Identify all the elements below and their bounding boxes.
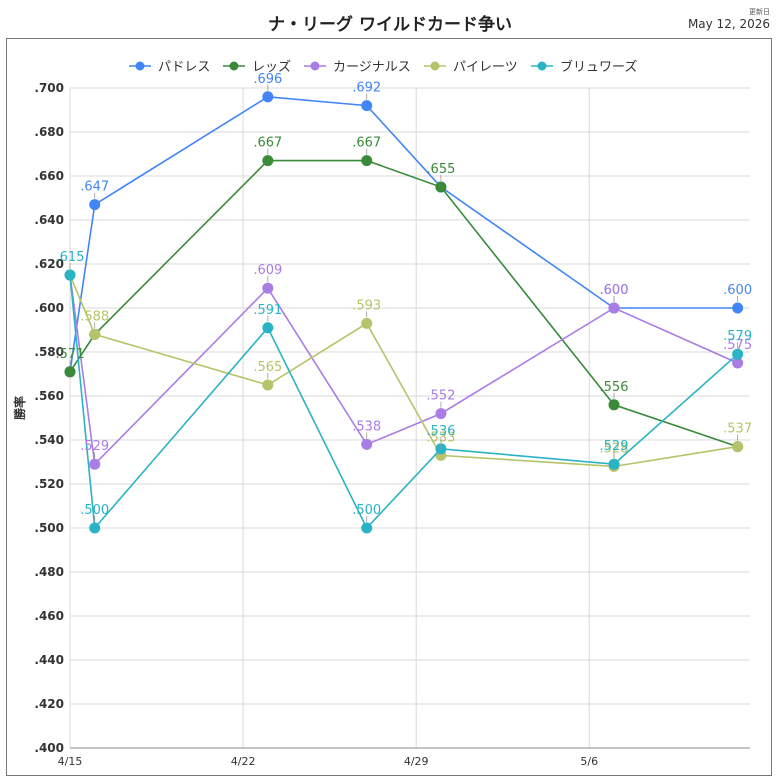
data-label: .579 bbox=[723, 329, 752, 344]
data-point bbox=[89, 458, 101, 470]
data-point bbox=[361, 155, 373, 167]
series-line bbox=[69, 274, 739, 530]
data-label: .600 bbox=[723, 283, 752, 298]
updated-info: 更新日 May 12, 2026 bbox=[688, 8, 770, 31]
legend-label: ブリュワーズ bbox=[560, 59, 637, 75]
data-label: .647 bbox=[80, 180, 109, 195]
data-label: .591 bbox=[253, 303, 282, 318]
data-point bbox=[262, 322, 274, 334]
data-point bbox=[262, 155, 274, 167]
data-point bbox=[608, 302, 620, 314]
series-line bbox=[69, 274, 738, 466]
y-tick-label: .500 bbox=[34, 521, 64, 535]
data-point bbox=[608, 458, 620, 470]
data-point bbox=[361, 100, 373, 112]
data-label: .696 bbox=[253, 72, 282, 87]
data-label: .593 bbox=[352, 298, 381, 313]
series-line bbox=[69, 95, 738, 372]
y-tick-label: .560 bbox=[34, 389, 64, 403]
data-label: .565 bbox=[253, 360, 282, 375]
data-point bbox=[361, 438, 373, 450]
data-label: .556 bbox=[600, 380, 629, 395]
y-axis-ticks: .700 .680 .660 .640 .620 .600 .580 .560 .540 .520… bbox=[34, 81, 64, 755]
updated-label: 更新日 bbox=[749, 8, 770, 16]
data-point bbox=[64, 366, 76, 378]
y-tick-label: .700 bbox=[34, 81, 64, 95]
data-label: .500 bbox=[352, 503, 381, 518]
data-label: .571 bbox=[56, 347, 85, 362]
series-group bbox=[64, 91, 744, 534]
data-label: .615 bbox=[56, 250, 85, 265]
y-tick-label: .600 bbox=[34, 301, 64, 315]
x-tick-label: 5/6 bbox=[580, 755, 598, 768]
y-tick-label: .620 bbox=[34, 257, 64, 271]
legend: パドレス レッズ カージナルス パイレーツ ブリュワーズ bbox=[129, 59, 637, 75]
chart-title: ナ・リーグ ワイルドカード争い bbox=[268, 15, 512, 35]
y-tick-label: .480 bbox=[34, 565, 64, 579]
data-point bbox=[262, 379, 274, 391]
legend-marker bbox=[229, 61, 239, 71]
data-label: .529 bbox=[80, 439, 109, 454]
data-label: .609 bbox=[253, 263, 282, 278]
data-point bbox=[89, 199, 101, 211]
x-tick-label: 4/15 bbox=[58, 755, 83, 768]
data-label: .600 bbox=[600, 283, 629, 298]
series-line bbox=[69, 159, 738, 448]
data-point bbox=[89, 328, 101, 340]
y-tick-label: .440 bbox=[34, 653, 64, 667]
data-point bbox=[435, 181, 447, 193]
data-point bbox=[64, 269, 76, 281]
data-point bbox=[361, 317, 373, 329]
data-label: .552 bbox=[426, 389, 455, 404]
data-label: .655 bbox=[426, 162, 455, 177]
data-label: .667 bbox=[253, 136, 282, 151]
data-label: .529 bbox=[600, 439, 629, 454]
y-tick-label: .420 bbox=[34, 697, 64, 711]
legend-marker bbox=[537, 61, 547, 71]
data-label: .537 bbox=[723, 422, 752, 437]
data-point bbox=[262, 91, 274, 103]
legend-label: レッズ bbox=[252, 59, 291, 75]
data-label: .538 bbox=[352, 419, 381, 434]
data-point bbox=[732, 302, 744, 314]
data-label: .500 bbox=[80, 503, 109, 518]
legend-label: パイレーツ bbox=[453, 60, 518, 75]
data-label: .667 bbox=[352, 136, 381, 151]
data-point bbox=[435, 408, 447, 420]
x-axis-ticks: 4/15 4/22 4/29 5/6 bbox=[58, 755, 598, 768]
grid-lines bbox=[69, 87, 750, 749]
data-point bbox=[732, 357, 744, 369]
y-tick-label: .520 bbox=[34, 477, 64, 491]
legend-marker bbox=[310, 61, 320, 71]
data-label: .536 bbox=[426, 424, 455, 439]
data-labels: .647 .696 .692 .600 .600 .571 .667 .667 .655 .556… bbox=[56, 72, 752, 522]
y-tick-label: .400 bbox=[34, 741, 64, 755]
legend-marker bbox=[430, 61, 440, 71]
series-line bbox=[69, 274, 738, 468]
data-label: .588 bbox=[80, 309, 109, 324]
y-tick-label: .680 bbox=[34, 125, 64, 139]
legend-label: カージナルス bbox=[333, 60, 411, 75]
data-point bbox=[732, 441, 744, 453]
y-tick-label: .660 bbox=[34, 169, 64, 183]
y-tick-label: .460 bbox=[34, 609, 64, 623]
data-label: .692 bbox=[352, 81, 381, 96]
updated-date: May 12, 2026 bbox=[687, 17, 770, 31]
data-label: .600 bbox=[600, 283, 629, 298]
data-point bbox=[361, 522, 373, 534]
y-tick-label: .540 bbox=[34, 433, 64, 447]
x-tick-label: 4/29 bbox=[404, 755, 429, 768]
chart-frame bbox=[6, 38, 772, 776]
data-point bbox=[89, 522, 101, 534]
y-axis-label: 勝率 bbox=[12, 396, 27, 420]
data-point bbox=[608, 399, 620, 411]
y-tick-label: .580 bbox=[34, 345, 64, 359]
y-tick-label: .640 bbox=[34, 213, 64, 227]
legend-label: パドレス bbox=[158, 60, 210, 75]
legend-marker bbox=[135, 61, 145, 71]
data-point bbox=[262, 282, 274, 294]
x-tick-label: 4/22 bbox=[231, 755, 256, 768]
data-label: .528 bbox=[600, 441, 629, 456]
